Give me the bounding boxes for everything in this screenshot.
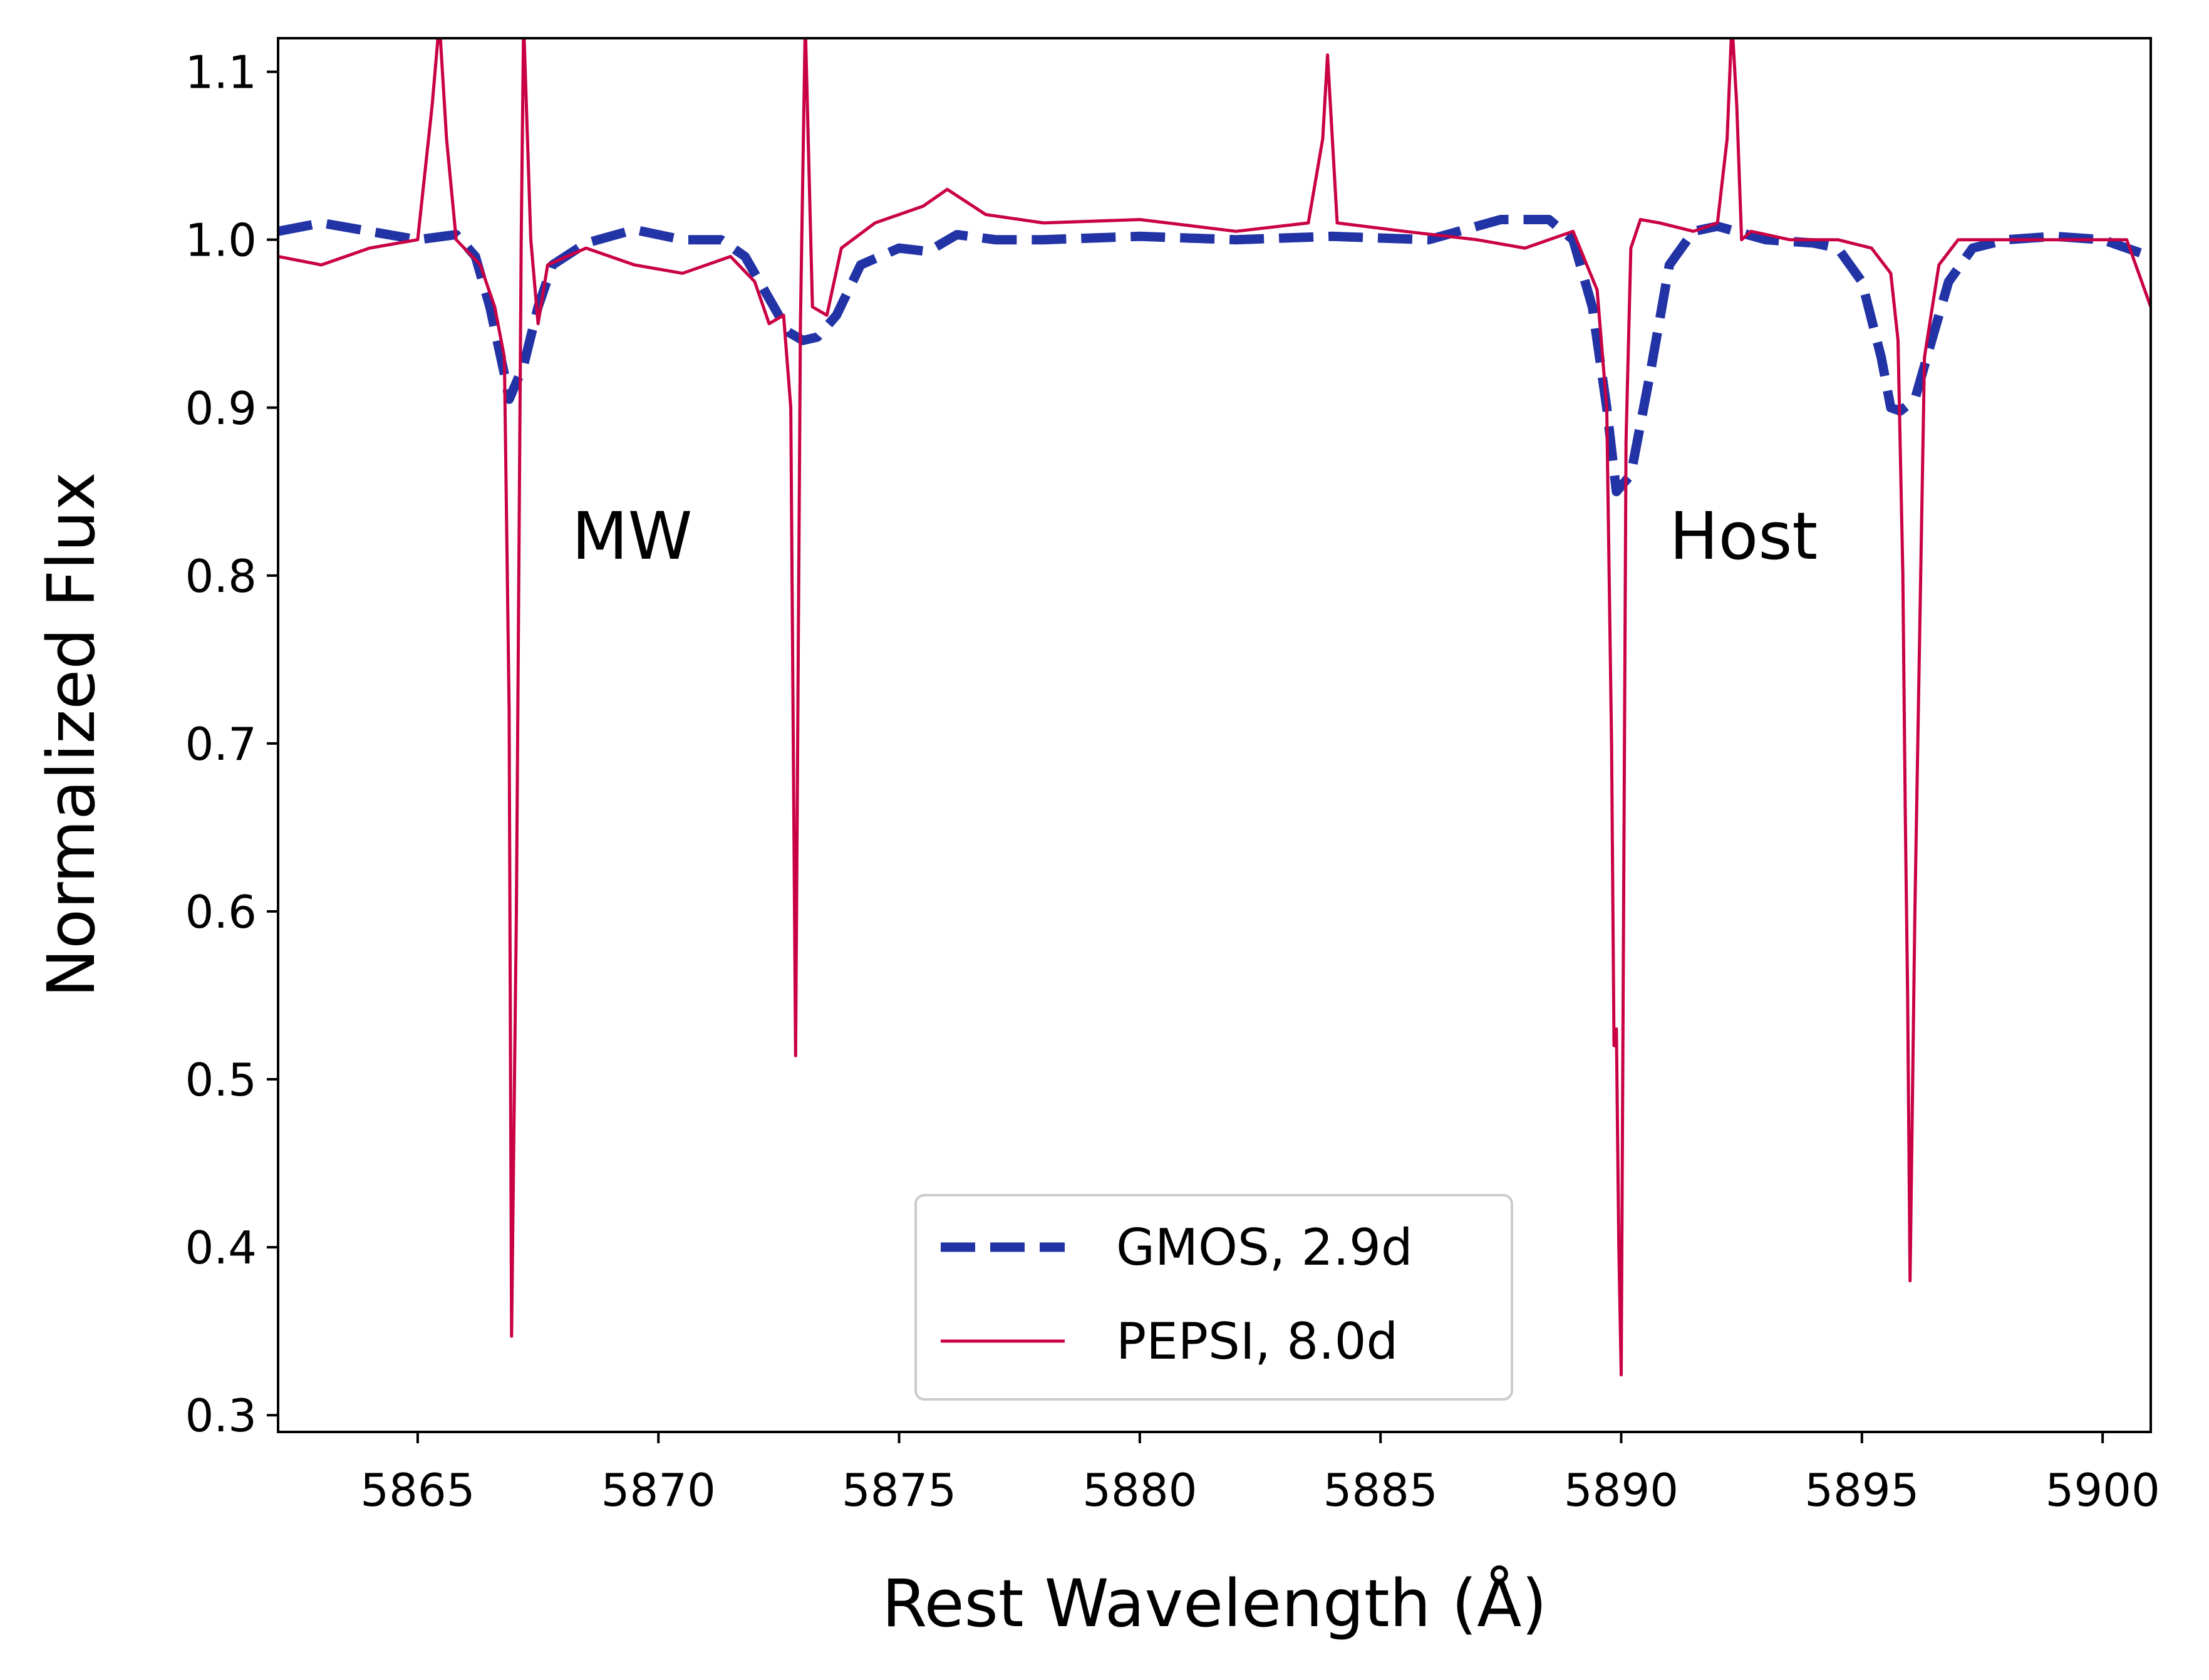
x-tick-label: 5875 bbox=[842, 1464, 956, 1517]
legend: GMOS, 2.9d PEPSI, 8.0d bbox=[914, 1194, 1513, 1401]
y-tick-label: 0.6 bbox=[185, 886, 257, 938]
plot-frame bbox=[277, 37, 2152, 1433]
x-tick-label: 5870 bbox=[601, 1464, 716, 1517]
y-tick-label: 0.4 bbox=[185, 1221, 257, 1274]
annotation-mw: MW bbox=[572, 498, 693, 574]
series-line-gmos bbox=[278, 215, 2151, 497]
x-tick-label: 5900 bbox=[2046, 1464, 2160, 1517]
y-tick-label: 1.0 bbox=[185, 214, 257, 267]
series-line-pepsi bbox=[278, 38, 2151, 1377]
x-tick-label: 5880 bbox=[1082, 1464, 1197, 1517]
y-tick-label: 0.3 bbox=[185, 1389, 257, 1442]
axis-ticks: 5865 5870 5875 5880 5885 5890 5895 5900 0.3 0.4 0.… bbox=[185, 46, 2160, 1517]
y-tick-label: 0.9 bbox=[185, 382, 257, 435]
legend-label-gmos: GMOS, 2.9d bbox=[1116, 1218, 1413, 1277]
legend-label-pepsi: PEPSI, 8.0d bbox=[1116, 1312, 1398, 1371]
y-tick-label: 0.5 bbox=[185, 1054, 257, 1106]
x-tick-label: 5885 bbox=[1323, 1464, 1438, 1517]
y-axis-title: Normalized Flux bbox=[33, 472, 110, 997]
x-tick-label: 5890 bbox=[1564, 1464, 1679, 1517]
x-tick-label: 5865 bbox=[360, 1464, 475, 1517]
y-tick-label: 0.8 bbox=[185, 550, 257, 603]
annotation-host: Host bbox=[1669, 498, 1818, 574]
x-axis-title: Rest Wavelength (Å) bbox=[882, 1565, 1547, 1642]
data-series bbox=[278, 38, 2151, 1377]
x-tick-label: 5895 bbox=[1804, 1464, 1919, 1517]
y-tick-label: 0.7 bbox=[185, 718, 257, 770]
y-tick-label: 1.1 bbox=[185, 46, 257, 99]
